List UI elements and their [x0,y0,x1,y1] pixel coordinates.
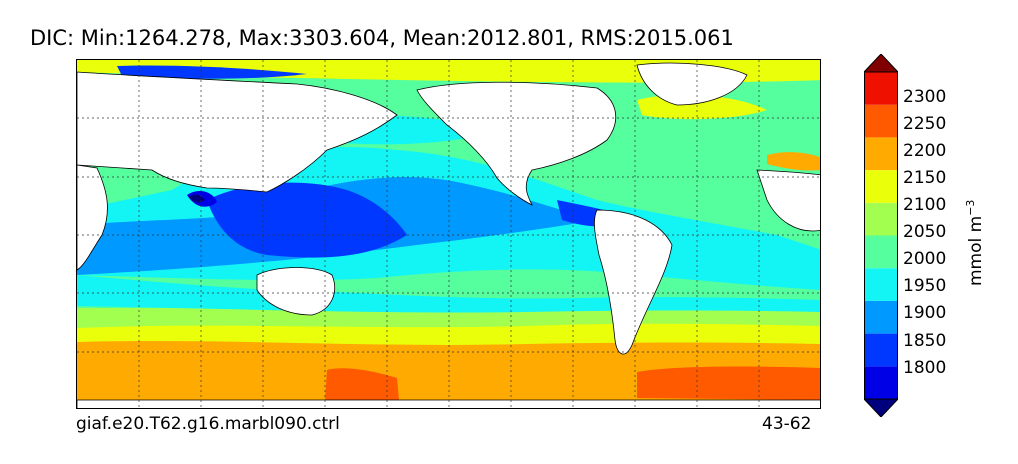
band-mediterranean-orange [767,152,820,171]
units-exponent: −3 [964,200,977,216]
colorbar-tick-2000: 2000 [903,249,947,269]
land-north-america [416,81,616,206]
colorbar-tick-2200: 2200 [903,141,947,161]
colorbar-segment-2250-2300 [864,72,898,105]
svg-text:mmol m−3: mmol m−3 [964,200,986,286]
colorbar-tick-2250: 2250 [903,114,947,134]
colorbar-tick-1900: 1900 [903,303,947,323]
band-northatlantic-aqua [577,133,727,162]
band-southern-red-ross [325,368,399,400]
colorbar-segment-2150-2200 [864,137,898,171]
colorbar-segments [864,54,898,417]
plot-title: DIC: Min:1264.278, Max:3303.604, Mean:20… [30,26,734,50]
colorbar-tick-2100: 2100 [903,195,947,215]
colorbar-tick-1800: 1800 [903,358,947,378]
land-australia [256,267,336,316]
colorbar [864,54,898,417]
land-south-america [593,209,673,355]
dic-contour-map [77,60,820,408]
colorbar-tick-1950: 1950 [903,276,947,296]
land-eurasia [77,71,398,193]
map-panel [76,59,821,409]
colorbar-segment-2200-2250 [864,104,898,138]
land-africa-east [756,169,820,232]
colorbar-segment-1800-1850 [864,366,898,399]
graticule [77,60,820,408]
case-name-label: giaf.e20.T62.g16.marbl090.ctrl [76,414,340,434]
colorbar-border [864,71,898,400]
colorbar-tick-2050: 2050 [903,222,947,242]
units-label: mmol m [966,216,986,286]
band-arctic-blue [117,65,307,79]
colorbar-extend-low [864,398,898,417]
colorbar-segment-1950-2000 [864,268,898,301]
colorbar-segment-2100-2150 [864,170,898,203]
land-masses [77,62,820,408]
colorbar-tick-2300: 2300 [903,87,947,107]
colorbar-segment-1850-1900 [864,333,898,367]
years-label: 43-62 [762,414,812,434]
band-warmpool-blue [207,182,407,258]
band-southern-red-weddell [637,366,820,400]
colorbar-segment-2000-2050 [864,235,898,269]
colorbar-units: mmol m−3 [964,200,986,286]
land-greenland [636,62,748,106]
colorbar-extend-high [864,54,898,73]
colorbar-segment-2050-2100 [864,202,898,236]
colorbar-tick-1850: 1850 [903,331,947,351]
colorbar-tick-2150: 2150 [903,168,947,188]
colorbar-segment-1900-1950 [864,300,898,334]
